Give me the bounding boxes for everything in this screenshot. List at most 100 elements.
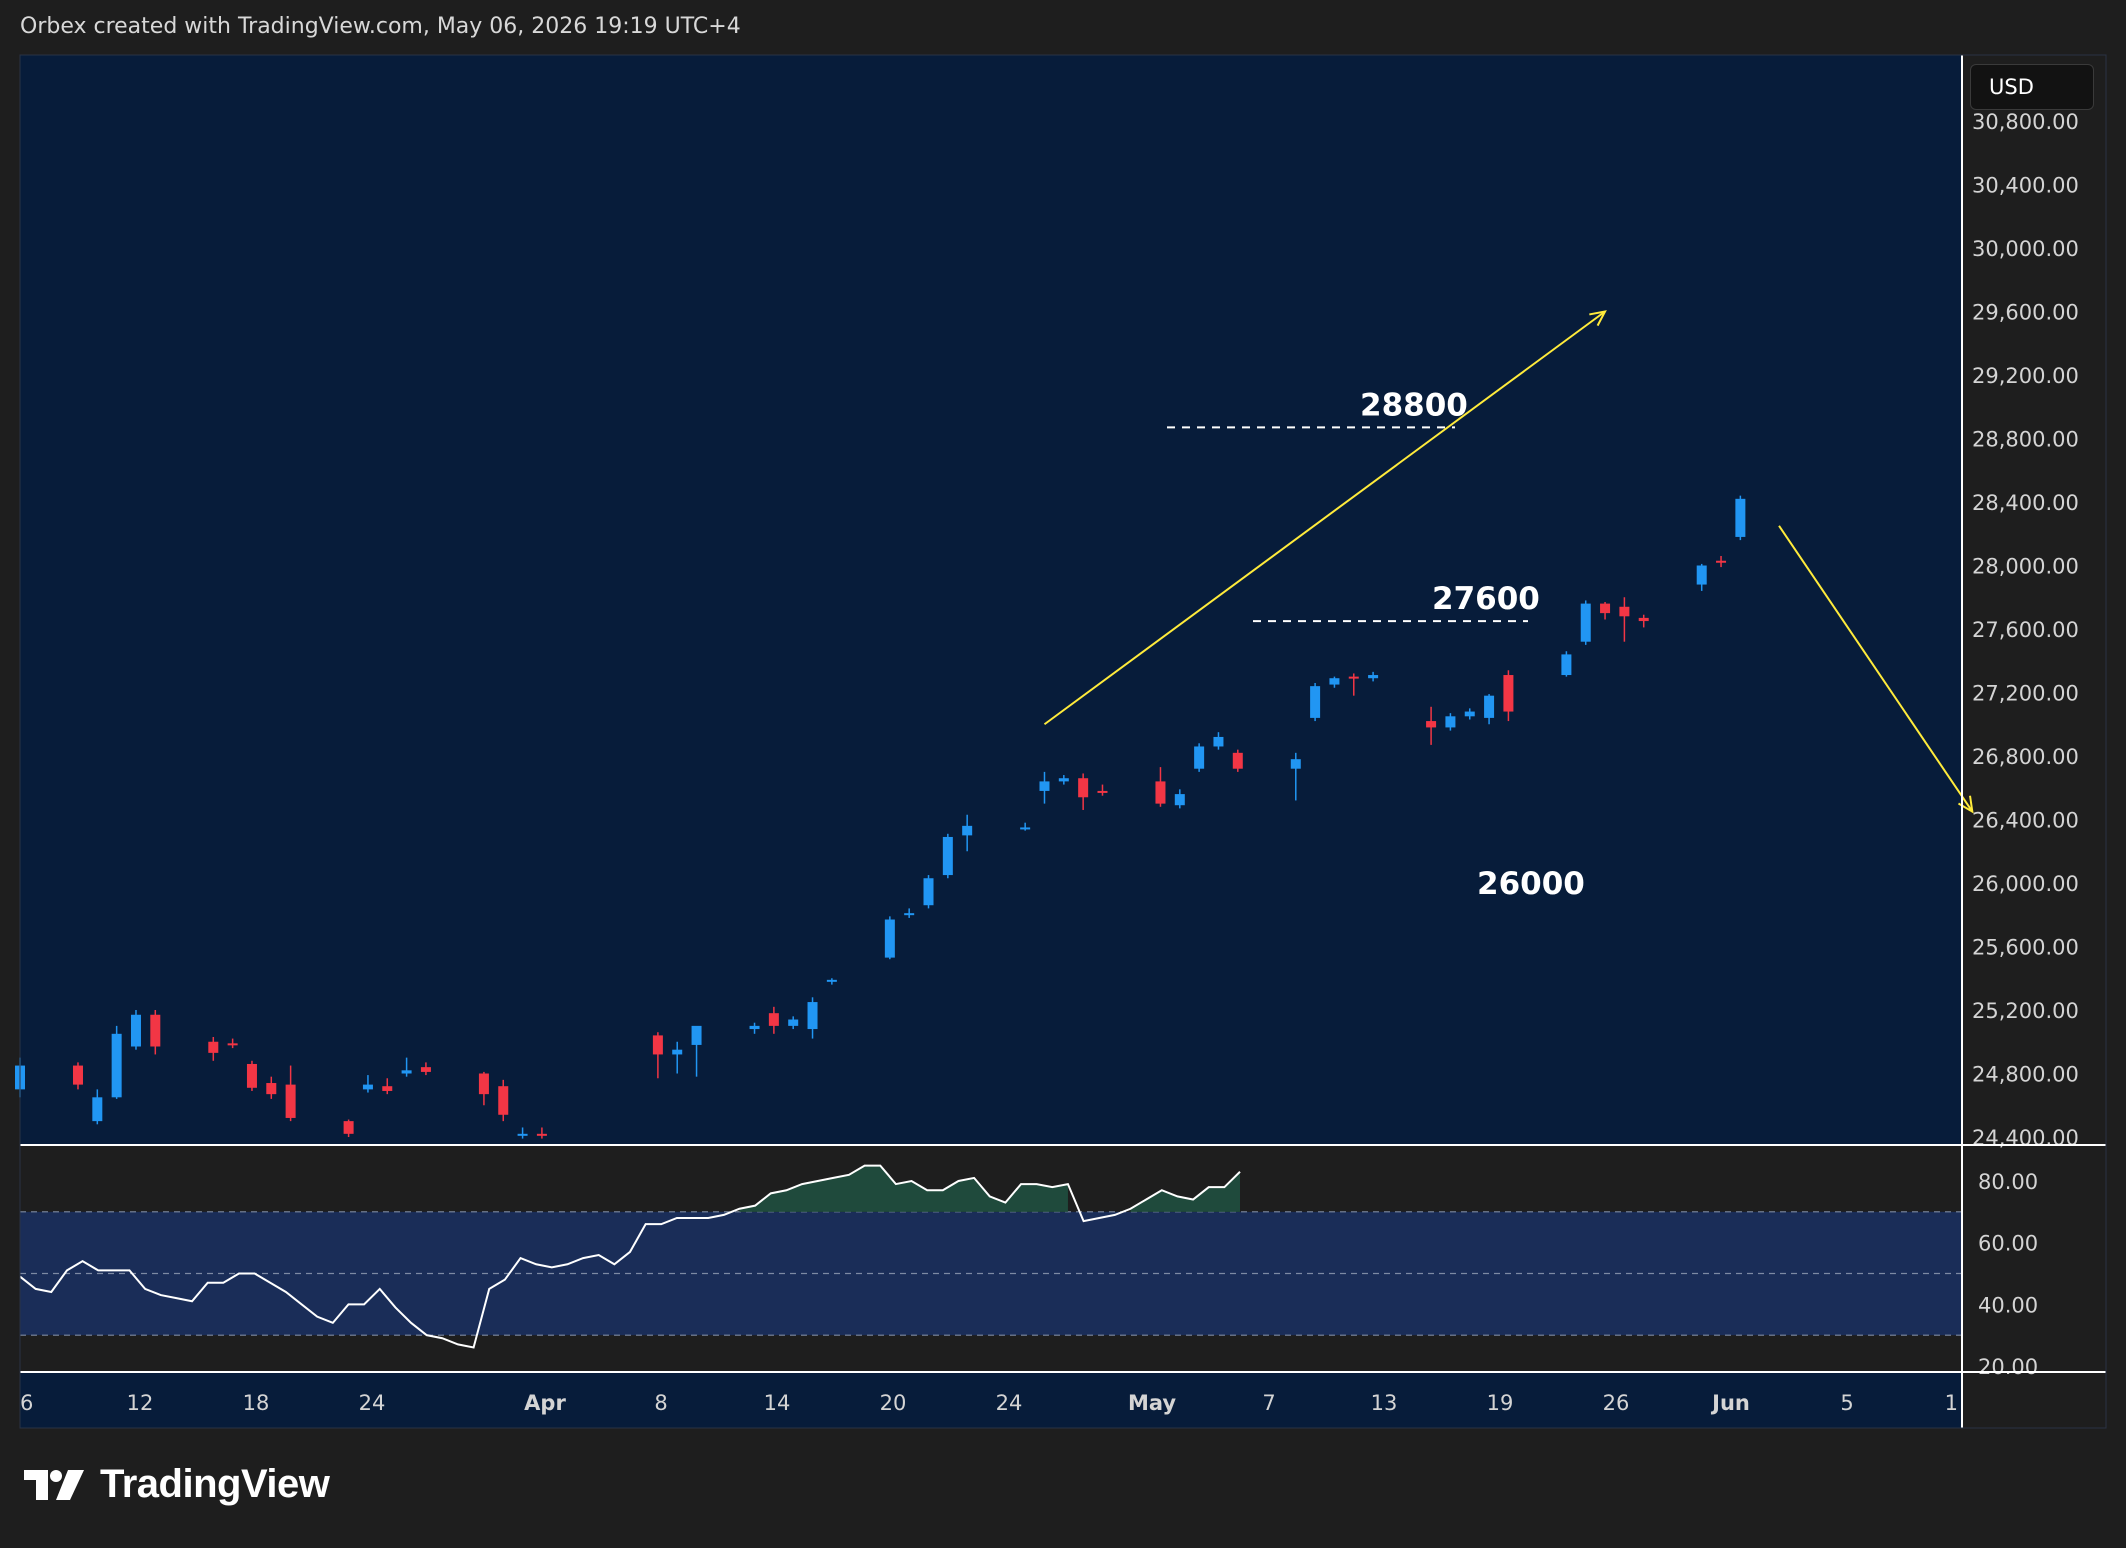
candle-body xyxy=(1329,678,1340,685)
candle-body xyxy=(1097,790,1108,793)
candle-body xyxy=(401,1070,412,1074)
candle-body xyxy=(942,836,953,876)
candle-body xyxy=(1194,746,1205,769)
rsi-axis-tick-label: 40.00 xyxy=(1978,1293,2038,1317)
candle-body xyxy=(208,1041,219,1053)
up-candle xyxy=(691,1025,702,1077)
up-candle xyxy=(1058,775,1069,785)
up-candle xyxy=(1310,682,1321,722)
time-axis-tick-label: 13 xyxy=(1371,1391,1398,1415)
up-candle xyxy=(92,1089,103,1125)
candle-body xyxy=(1368,675,1379,679)
candle-body xyxy=(1426,721,1437,728)
candle-body xyxy=(1310,686,1321,718)
down-candle xyxy=(1348,673,1359,696)
down-candle xyxy=(266,1076,277,1099)
up-candle xyxy=(1368,671,1379,682)
up-candle xyxy=(1696,563,1707,591)
down-candle xyxy=(1155,767,1166,807)
candle-body xyxy=(1155,781,1166,804)
candle-body xyxy=(1735,498,1746,537)
down-candle xyxy=(1716,555,1727,568)
rsi-axis-tick-label: 20.00 xyxy=(1978,1355,2038,1379)
candle-body xyxy=(923,878,934,906)
arrow-head xyxy=(1589,310,1607,327)
up-candle xyxy=(942,833,953,879)
tradingview-logo[interactable]: TradingView xyxy=(24,1462,330,1507)
arrow-shaft xyxy=(1043,310,1606,726)
down-candle xyxy=(478,1071,489,1106)
candle-body xyxy=(884,919,895,958)
up-candle xyxy=(1039,771,1050,804)
up-candle xyxy=(788,1016,799,1030)
candle-body xyxy=(150,1014,161,1047)
time-axis-tick-label: 19 xyxy=(1487,1391,1514,1415)
down-candle xyxy=(536,1127,547,1139)
candle-body xyxy=(478,1073,489,1095)
time-axis-tick-label: Jun xyxy=(1710,1391,1750,1415)
candle-body xyxy=(517,1133,528,1136)
price-axis-tick-label: 26,800.00 xyxy=(1972,745,2079,769)
up-candle xyxy=(1290,752,1301,801)
down-candle xyxy=(1638,614,1649,628)
candle-body xyxy=(285,1084,296,1118)
price-axis-tick-label: 30,400.00 xyxy=(1972,174,2079,198)
up-candle xyxy=(362,1075,373,1093)
price-axis-tick-label: 26,400.00 xyxy=(1972,809,2079,833)
time-axis-tick-label: May xyxy=(1128,1391,1176,1415)
price-axis-tick-label: 29,600.00 xyxy=(1972,301,2079,325)
up-candle xyxy=(1464,708,1475,720)
chart-frame xyxy=(19,54,2107,1429)
price-axis-tick-label: 30,000.00 xyxy=(1972,237,2079,261)
down-candle xyxy=(382,1078,393,1095)
price-axis-tick-label: 27,200.00 xyxy=(1972,682,2079,706)
candle-body xyxy=(1464,711,1475,717)
candle-body xyxy=(1445,716,1456,728)
price-axis-tick-label: 26,000.00 xyxy=(1972,872,2079,896)
up-candle xyxy=(1213,732,1224,750)
time-axis-tick-label: 24 xyxy=(996,1391,1023,1415)
up-candle xyxy=(1445,713,1456,731)
candle-body xyxy=(72,1065,83,1085)
up-candle xyxy=(884,916,895,960)
candle-body xyxy=(904,913,915,916)
candle-body xyxy=(266,1083,277,1095)
candle-body xyxy=(768,1013,779,1026)
up-candle xyxy=(1020,822,1031,831)
candle-body xyxy=(1078,778,1089,798)
time-axis-tick-label: 6 xyxy=(20,1391,33,1415)
up-candle xyxy=(1484,694,1495,725)
currency-selector-button[interactable]: USD xyxy=(1970,64,2094,110)
uptrend-arrow xyxy=(1043,310,1607,726)
level-label-26000: 26000 xyxy=(1477,866,1585,902)
candle-body xyxy=(1058,778,1069,782)
candle-body xyxy=(382,1086,393,1091)
up-candle xyxy=(1580,600,1591,645)
candle-body xyxy=(826,979,837,982)
up-candle xyxy=(111,1025,122,1099)
arrow-head xyxy=(1957,795,1974,814)
up-candle xyxy=(1329,676,1340,688)
candle-body xyxy=(1600,603,1611,614)
candle-body xyxy=(92,1097,103,1122)
time-axis-tick-label: 8 xyxy=(654,1391,667,1415)
candle-body xyxy=(1348,676,1359,679)
up-candle xyxy=(517,1127,528,1139)
level-label-28800: 28800 xyxy=(1360,387,1468,423)
up-candle xyxy=(130,1010,141,1050)
candle-body xyxy=(420,1067,431,1072)
footer-background xyxy=(0,1428,2126,1548)
down-candle xyxy=(208,1036,219,1061)
candle-body xyxy=(1619,606,1630,617)
price-axis-tick-label: 28,000.00 xyxy=(1972,555,2079,579)
up-candle xyxy=(826,978,837,985)
candle-body xyxy=(652,1035,663,1055)
up-candle xyxy=(807,997,818,1039)
down-candle xyxy=(1503,670,1514,722)
time-axis-tick-label: 7 xyxy=(1262,1391,1275,1415)
up-candle xyxy=(962,814,973,852)
up-candle xyxy=(923,875,934,909)
time-axis-tick-label: 26 xyxy=(1603,1391,1630,1415)
rsi-line xyxy=(19,1164,1241,1349)
